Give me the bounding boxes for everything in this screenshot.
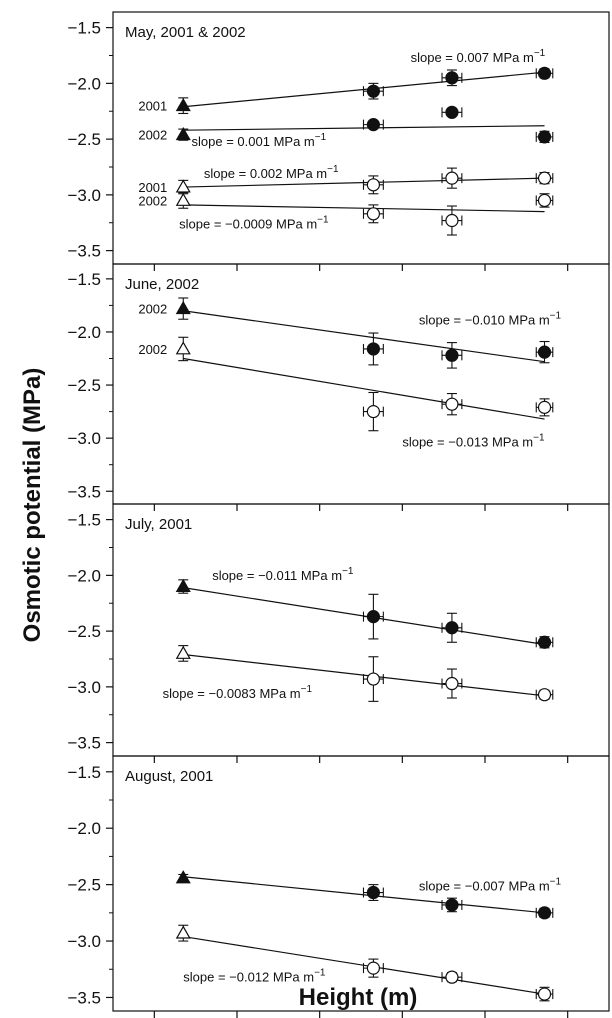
series-year-label: 2002 xyxy=(138,193,167,208)
data-point-circle xyxy=(445,970,459,984)
data-point-triangle xyxy=(175,126,191,141)
slope-annotation: slope = 0.001 MPa m−1 xyxy=(192,132,327,149)
slope-annotation: slope = −0.012 MPa m−1 xyxy=(183,968,326,985)
data-point-triangle xyxy=(175,645,191,659)
panel-title: August, 2001 xyxy=(125,768,213,785)
data-point-circle xyxy=(366,405,380,419)
data-point-circle xyxy=(445,898,459,912)
y-tick-label: −1.5 xyxy=(67,511,101,530)
data-point-circle xyxy=(366,178,380,192)
series-year-label: 2002 xyxy=(138,128,167,143)
y-tick-label: −3.5 xyxy=(67,242,101,261)
plot-frame xyxy=(112,755,610,1012)
y-tick-label: −3.5 xyxy=(67,734,101,753)
data-point-circle xyxy=(366,118,380,132)
data-point-circle xyxy=(366,672,380,686)
y-tick-label: −1.5 xyxy=(67,19,101,38)
data-point-circle xyxy=(445,676,459,691)
data-point-circle xyxy=(445,397,459,411)
y-tick-label: −3.0 xyxy=(67,429,101,448)
y-tick-label: −3.0 xyxy=(67,678,101,697)
y-tick-label: −3.5 xyxy=(67,482,101,501)
chart-panel-1: −1.5 −2.0 −2.5 −3.0 −3.5 May, 2001 & 2002 2001… xyxy=(67,11,610,271)
data-point-circle xyxy=(537,987,552,1001)
chart-panel-3: −1.5 −2.0 −2.5 −3.0 −3.5 July, 2001 slope = −0… xyxy=(67,503,610,763)
panel-title: July, 2001 xyxy=(125,516,192,533)
y-axis-title: Osmotic potential (MPa) xyxy=(19,368,46,643)
slope-annotation: slope = −0.0083 MPa m−1 xyxy=(163,684,313,701)
chart-panel-2: −1.5 −2.0 −2.5 −3.0 −3.5 June, 2002 2002 2002 sl… xyxy=(67,263,610,511)
y-tick-label: −2.0 xyxy=(67,819,101,838)
x-axis-title: Height (m) xyxy=(299,984,418,1011)
data-point-circle xyxy=(445,621,459,635)
panel-title: May, 2001 & 2002 xyxy=(125,24,246,41)
chart-panels: −1.5 −2.0 −2.5 −3.0 −3.5 May, 2001 & 2002 2001… xyxy=(67,11,610,1018)
data-point-circle xyxy=(366,342,380,356)
data-point-triangle xyxy=(175,300,191,315)
data-point-triangle xyxy=(175,578,191,592)
y-tick-label: −1.5 xyxy=(67,763,101,782)
data-point-circle xyxy=(537,906,552,920)
data-point-triangle xyxy=(175,192,191,206)
y-tick-label: −1.5 xyxy=(67,270,101,289)
data-point-circle xyxy=(537,193,552,208)
y-tick-label: −2.5 xyxy=(67,622,101,641)
slope-annotation: slope = 0.007 MPa m−1 xyxy=(411,48,546,65)
series-year-label: 2002 xyxy=(138,302,167,317)
panel-title: June, 2002 xyxy=(125,276,199,293)
data-point-circle xyxy=(366,961,380,975)
data-point-triangle xyxy=(175,97,191,112)
slope-annotation: slope = −0.007 MPa m−1 xyxy=(419,876,562,893)
slope-annotation: slope = −0.013 MPa m−1 xyxy=(402,433,545,450)
data-point-circle xyxy=(366,885,380,900)
regression-line xyxy=(183,204,545,213)
slope-annotation: slope = 0.002 MPa m−1 xyxy=(204,164,339,181)
data-point-circle xyxy=(537,635,552,649)
data-point-circle xyxy=(445,213,459,228)
plot-frame xyxy=(112,503,610,757)
slope-annotation: slope = −0.010 MPa m−1 xyxy=(419,311,562,328)
data-point-triangle xyxy=(175,341,191,355)
data-point-triangle xyxy=(175,925,191,939)
series-year-label: 2001 xyxy=(138,180,167,195)
y-tick-label: −3.5 xyxy=(67,988,101,1007)
data-point-circle xyxy=(537,171,552,185)
y-tick-label: −2.0 xyxy=(67,74,101,93)
data-point-circle xyxy=(445,171,459,185)
y-tick-label: −3.0 xyxy=(67,186,101,205)
y-tick-label: −2.0 xyxy=(67,566,101,585)
series-year-label: 2001 xyxy=(138,99,167,114)
slope-annotation: slope = −0.0009 MPa m−1 xyxy=(179,214,329,231)
y-tick-label: −2.5 xyxy=(67,876,101,895)
chart-panel-4: −1.5−2.0−2.5−3.0−3.5102030405060August, … xyxy=(67,755,610,1018)
slope-annotation: slope = −0.011 MPa m−1 xyxy=(212,566,354,583)
data-point-circle xyxy=(537,400,552,414)
data-point-circle xyxy=(537,345,552,359)
data-point-circle xyxy=(366,610,380,624)
y-tick-label: −3.0 xyxy=(67,932,101,951)
data-point-circle xyxy=(537,130,552,144)
plot-frame xyxy=(112,263,610,505)
y-tick-label: −2.0 xyxy=(67,323,101,342)
data-point-triangle xyxy=(175,179,191,193)
regression-line xyxy=(183,310,545,363)
data-point-circle xyxy=(537,688,552,702)
y-tick-label: −2.5 xyxy=(67,376,101,395)
data-point-circle xyxy=(445,105,459,119)
regression-line xyxy=(183,357,545,420)
data-point-triangle xyxy=(175,870,191,884)
series-year-label: 2002 xyxy=(138,342,167,357)
y-tick-label: −2.5 xyxy=(67,130,101,149)
data-point-circle xyxy=(445,348,459,362)
data-point-circle xyxy=(537,66,552,80)
data-point-circle xyxy=(445,71,459,85)
data-point-circle xyxy=(366,207,380,221)
data-point-circle xyxy=(366,84,380,98)
